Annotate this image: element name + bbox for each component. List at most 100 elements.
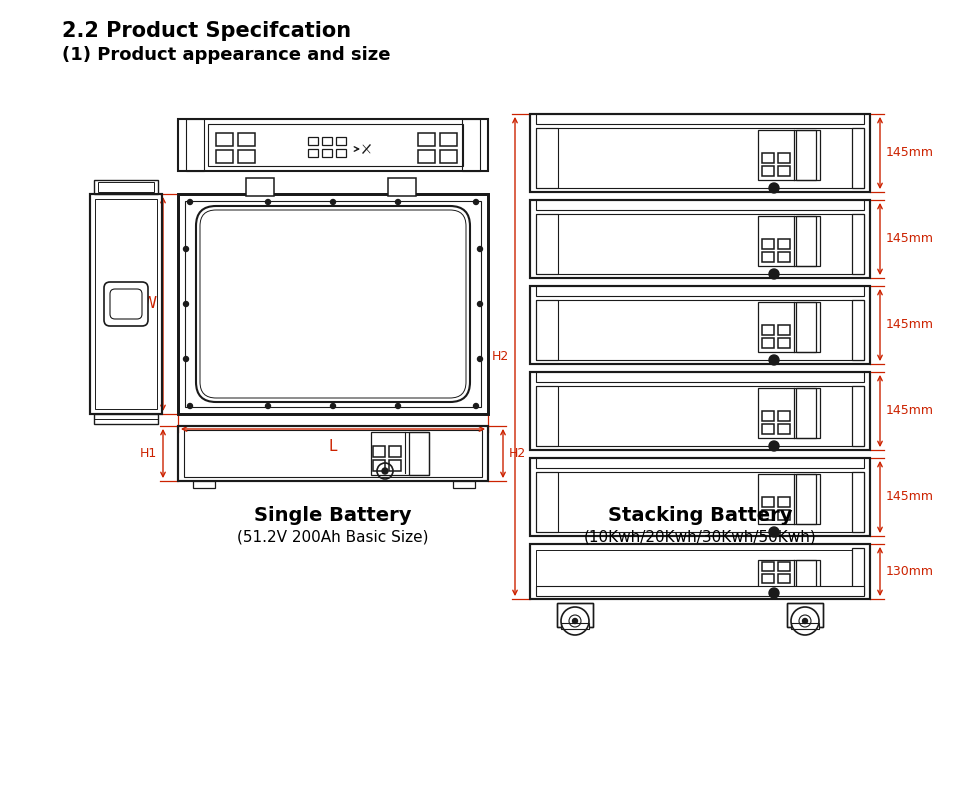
Bar xyxy=(462,119,480,171)
Bar xyxy=(762,497,774,507)
Bar xyxy=(453,481,475,488)
Bar xyxy=(371,432,429,475)
Bar xyxy=(238,150,255,163)
Bar xyxy=(409,432,429,475)
Bar xyxy=(373,446,385,457)
Circle shape xyxy=(477,356,482,361)
Circle shape xyxy=(473,403,478,408)
Bar xyxy=(536,372,864,382)
Bar xyxy=(530,372,870,450)
Bar xyxy=(90,194,162,414)
Bar xyxy=(778,338,790,348)
Bar xyxy=(308,149,318,157)
Bar xyxy=(758,302,820,352)
Bar xyxy=(796,216,816,266)
Circle shape xyxy=(188,403,193,408)
Bar xyxy=(536,128,558,188)
Bar xyxy=(762,562,774,571)
Bar xyxy=(178,426,488,481)
Circle shape xyxy=(266,200,271,205)
Bar xyxy=(536,128,864,188)
Bar xyxy=(778,411,790,421)
Bar xyxy=(178,426,488,481)
Bar xyxy=(530,114,870,192)
Text: 145mm: 145mm xyxy=(886,146,934,160)
Bar xyxy=(373,460,385,471)
Bar xyxy=(778,510,790,520)
Bar xyxy=(762,338,774,348)
Text: Stacking Battery: Stacking Battery xyxy=(608,506,792,525)
Circle shape xyxy=(769,441,779,451)
Bar xyxy=(778,325,790,335)
Bar xyxy=(557,603,593,627)
Bar xyxy=(762,510,774,520)
Bar xyxy=(530,286,870,364)
Bar xyxy=(787,603,823,627)
Bar xyxy=(530,372,870,450)
Bar xyxy=(193,481,215,488)
Bar xyxy=(238,133,255,146)
Bar xyxy=(778,562,790,571)
Bar xyxy=(184,430,482,477)
Circle shape xyxy=(769,355,779,365)
Circle shape xyxy=(266,403,271,408)
Bar xyxy=(178,194,488,414)
Bar xyxy=(758,130,820,180)
Text: H2: H2 xyxy=(509,447,526,460)
Text: W: W xyxy=(142,296,157,312)
Bar xyxy=(530,114,870,192)
Text: 145mm: 145mm xyxy=(886,491,934,503)
Bar xyxy=(557,603,593,627)
Bar xyxy=(536,200,864,210)
Bar xyxy=(536,550,864,593)
Circle shape xyxy=(769,588,779,598)
Bar xyxy=(308,137,318,145)
Bar xyxy=(389,446,401,457)
Bar xyxy=(762,153,774,163)
Text: 145mm: 145mm xyxy=(886,404,934,418)
Bar xyxy=(440,133,457,146)
Bar xyxy=(762,574,774,583)
Bar xyxy=(796,474,816,524)
Text: 145mm: 145mm xyxy=(886,319,934,332)
Bar xyxy=(95,199,157,409)
Bar xyxy=(530,458,870,536)
Bar xyxy=(389,460,401,471)
Bar xyxy=(762,424,774,434)
Circle shape xyxy=(477,247,482,252)
Bar xyxy=(536,114,864,124)
Circle shape xyxy=(803,618,807,623)
Bar xyxy=(561,623,589,629)
Bar xyxy=(758,216,820,266)
Bar xyxy=(94,180,158,194)
Bar xyxy=(796,302,816,352)
Bar xyxy=(778,574,790,583)
Bar xyxy=(762,252,774,262)
Bar xyxy=(762,325,774,335)
Bar xyxy=(216,133,233,146)
Bar xyxy=(392,182,412,192)
Text: (51.2V 200Ah Basic Size): (51.2V 200Ah Basic Size) xyxy=(238,529,429,544)
Bar xyxy=(778,153,790,163)
Bar xyxy=(246,178,274,196)
Bar xyxy=(778,166,790,176)
Bar xyxy=(250,182,270,192)
Circle shape xyxy=(330,200,335,205)
Bar xyxy=(536,472,864,532)
Bar xyxy=(536,586,864,596)
Bar xyxy=(90,194,162,414)
Bar xyxy=(762,411,774,421)
Bar xyxy=(530,458,870,536)
Text: 145mm: 145mm xyxy=(886,233,934,245)
Bar xyxy=(796,388,816,438)
Bar xyxy=(418,150,435,163)
Bar xyxy=(778,424,790,434)
Bar xyxy=(178,194,488,414)
Bar xyxy=(852,548,864,595)
Bar xyxy=(787,603,823,627)
Bar xyxy=(762,239,774,249)
Bar xyxy=(536,214,558,274)
Bar xyxy=(852,128,864,188)
Text: H2: H2 xyxy=(492,350,509,363)
Bar xyxy=(536,286,864,296)
